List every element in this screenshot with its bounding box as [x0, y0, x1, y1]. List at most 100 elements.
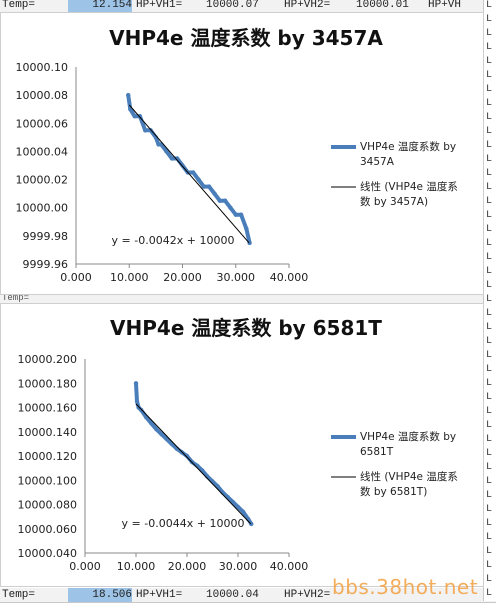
- data-point: [235, 504, 241, 510]
- cell-label: HP+VH2=: [284, 589, 331, 601]
- cell-label: Temp=: [2, 293, 30, 303]
- edge-cell: L: [486, 532, 493, 543]
- y-tick-label: 10000.100: [18, 474, 78, 487]
- edge-cell: L: [486, 224, 493, 235]
- x-tick-label: 40.000: [270, 271, 309, 284]
- chart-title: VHP4e 温度系数 by 6581T: [110, 316, 382, 340]
- edge-cell: L: [486, 378, 493, 389]
- chart-title: VHP4e 温度系数 by 3457A: [109, 26, 383, 50]
- legend-trend-label-line2: 数 by 3457A): [360, 195, 428, 208]
- legend-series-label-line2: 6581T: [360, 446, 394, 458]
- data-point: [191, 170, 196, 175]
- edge-cell: L: [486, 490, 493, 501]
- data-point: [201, 184, 206, 189]
- x-tick-label: 10.000: [117, 560, 156, 573]
- cell-label: Temp=: [2, 589, 36, 601]
- y-tick-label: 10000.10: [16, 61, 69, 74]
- cell-value: 10000.07: [206, 0, 259, 11]
- y-tick-label: 10000.080: [18, 499, 78, 512]
- edge-cell: L: [486, 336, 493, 347]
- y-tick-label: 10000.200: [18, 353, 78, 366]
- edge-cell: L: [486, 518, 493, 529]
- edge-cell: L: [486, 448, 493, 459]
- y-tick-label: 9999.98: [23, 230, 69, 243]
- x-tick-label: 10.000: [110, 271, 149, 284]
- edge-cell: L: [486, 350, 493, 361]
- data-point: [134, 399, 140, 404]
- data-point: [133, 381, 139, 386]
- data-point: [196, 177, 201, 182]
- data-point: [164, 149, 169, 154]
- y-tick-label: 10000.160: [18, 402, 78, 415]
- y-tick-label: 10000.040: [18, 547, 78, 560]
- edge-cell: L: [486, 476, 493, 487]
- y-tick-label: 10000.060: [18, 523, 78, 536]
- data-point: [149, 421, 154, 426]
- edge-cell: L: [486, 112, 493, 123]
- legend-series-label-line1: VHP4e 温度系数 by: [360, 140, 456, 153]
- x-tick-label: 30.000: [217, 271, 256, 284]
- edge-cell: L: [486, 406, 493, 417]
- x-tick-label: 20.000: [168, 560, 207, 573]
- edge-cell: L: [486, 154, 493, 165]
- cell-label: HP+VH1=: [136, 0, 183, 11]
- data-point: [230, 499, 236, 505]
- trend-line: [135, 403, 252, 525]
- data-point: [143, 128, 148, 133]
- edge-cell: L: [486, 434, 493, 445]
- data-point: [228, 205, 233, 210]
- data-point: [164, 436, 169, 442]
- data-point: [184, 453, 190, 459]
- edge-cell: L: [486, 462, 493, 473]
- chart-panel-3457a[interactable]: 9999.96 9999.98 10000.00 10000.02 10000.04 10…: [0, 12, 484, 295]
- edge-cell: L: [486, 308, 493, 319]
- data-point: [212, 191, 217, 196]
- edge-cell: L: [486, 56, 493, 67]
- x-tick-label: 20.000: [163, 271, 202, 284]
- edge-cell: L: [486, 266, 493, 277]
- chart-panel-6581t[interactable]: 10000.040 10000.060 10000.080 10000.100 1000…: [0, 303, 484, 587]
- data-point: [210, 479, 215, 484]
- edge-cell: L: [486, 182, 493, 193]
- cell-label: HP+VH2=: [284, 0, 331, 11]
- edge-cell: L: [486, 364, 493, 375]
- edge-cell: L: [486, 42, 493, 53]
- y-tick-label: 10000.08: [16, 89, 69, 102]
- chart-3457a: 9999.96 9999.98 10000.00 10000.02 10000.04 10…: [16, 26, 458, 284]
- edge-cell: L: [486, 252, 493, 263]
- x-tick-label: 40.000: [270, 560, 309, 573]
- edge-cell: L: [486, 28, 493, 39]
- y-tick-label: 10000.140: [18, 426, 78, 439]
- data-point: [206, 184, 212, 189]
- cell-value: 12.154: [68, 0, 132, 12]
- data-point: [137, 114, 143, 119]
- legend-trend-label-line1: 线性 (VHP4e 温度系: [360, 470, 458, 483]
- data-point: [233, 212, 238, 217]
- data-point: [132, 114, 137, 119]
- trend-equation: y = -0.0044x + 10000: [122, 517, 245, 530]
- cell-label: HP+VH: [428, 0, 462, 11]
- edge-cell: L: [486, 0, 493, 11]
- edge-cell: L: [486, 238, 493, 249]
- y-tick-label: 10000.00: [16, 202, 69, 215]
- edge-cell: L: [486, 560, 493, 571]
- edge-cell: L: [486, 420, 493, 431]
- legend-series-label-line2: 3457A: [360, 156, 395, 168]
- data-point: [169, 156, 175, 161]
- edge-cell: L: [486, 126, 493, 137]
- data-point: [238, 212, 244, 217]
- x-tick-label: 0.000: [60, 271, 92, 284]
- y-tick-label: 9999.96: [23, 258, 69, 271]
- data-point: [217, 198, 222, 203]
- edge-cell: L: [486, 84, 493, 95]
- edge-cell: L: [486, 322, 493, 333]
- cell-value: 18.506: [68, 588, 132, 602]
- spreadsheet-row-bottom: Temp= 18.506 HP+VH1= 10000.04 HP+VH2=: [0, 588, 496, 603]
- edge-cell: L: [486, 210, 493, 221]
- legend-trend-label-line2: 数 by 6581T): [360, 485, 427, 498]
- edge-cell: L: [486, 196, 493, 207]
- edge-cell: L: [486, 504, 493, 515]
- edge-cell: L: [486, 294, 493, 305]
- edge-cell: L: [486, 574, 493, 585]
